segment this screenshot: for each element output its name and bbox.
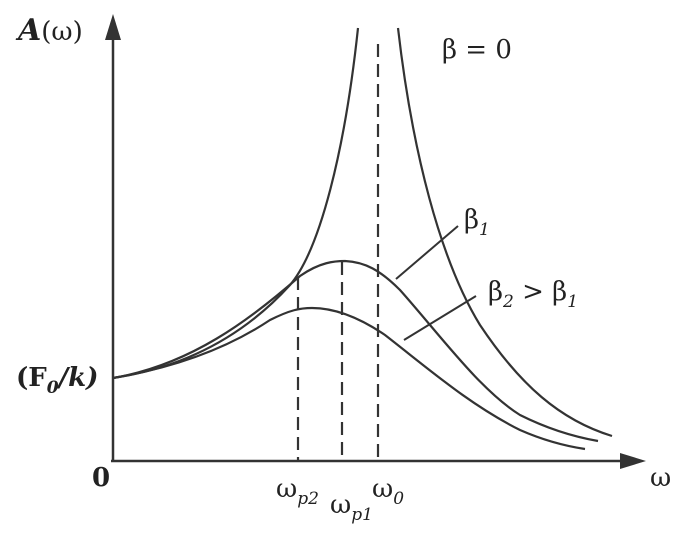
marker-label: ω0 [372, 474, 404, 509]
label-subscript: 2 [502, 292, 514, 312]
label-subscript: 0 [393, 489, 404, 509]
curve-beta-zero-right [396, 27, 613, 438]
intercept-label: (F0/k) [16, 363, 98, 398]
label-text: 0 [92, 463, 110, 493]
pointer-line [403, 295, 477, 341]
label-subscript: 1 [567, 292, 578, 312]
pointer-line [395, 225, 459, 280]
curve-beta-two [112, 306, 586, 451]
curve-label: β1 [464, 205, 490, 240]
label-text: > β [514, 277, 567, 307]
label-text: ω [276, 474, 297, 504]
curve-label: β2 > β1 [488, 277, 578, 312]
label-text: ω [650, 463, 671, 493]
label-text: (F [16, 363, 47, 393]
curve-beta-one [112, 259, 599, 443]
label-text: β [488, 277, 503, 307]
label-text: ω [330, 490, 351, 520]
origin-label: 0 [92, 463, 110, 493]
label-text: β [464, 205, 479, 235]
label-subscript: p1 [351, 505, 373, 525]
marker-label: ωp1 [330, 490, 373, 525]
label-text: /k) [56, 363, 99, 393]
y-axis-arrow [105, 14, 121, 40]
label-subscript: p2 [297, 489, 319, 509]
x-axis-label: ω [650, 463, 671, 493]
y-axis-label: A(ω) [15, 13, 83, 48]
label-text: ω [372, 474, 393, 504]
curve-label: β = 0 [442, 35, 512, 65]
label-subscript: 0 [47, 378, 59, 398]
label-text: β = 0 [442, 35, 512, 65]
label-subscript: 1 [479, 220, 490, 240]
marker-label: ωp2 [276, 474, 319, 509]
label-text: (ω) [41, 17, 83, 47]
label-text: A [15, 13, 41, 48]
x-axis-arrow [620, 453, 646, 469]
